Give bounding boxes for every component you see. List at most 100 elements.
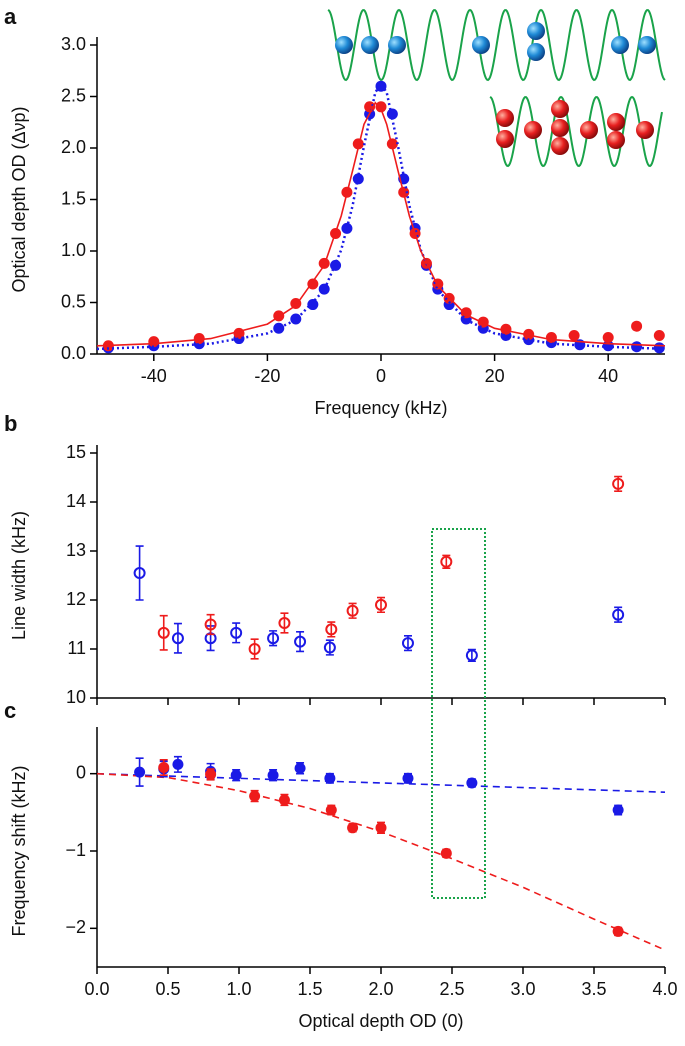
x-tick-label: 1.5 — [297, 979, 322, 999]
y-tick-label: 1.0 — [61, 240, 86, 260]
x-tick-label: 1.0 — [226, 979, 251, 999]
x-tick-label: 4.0 — [652, 979, 677, 999]
data-point — [248, 643, 261, 655]
data-point — [440, 847, 452, 859]
data-point — [290, 313, 302, 325]
data-point — [402, 772, 414, 784]
panel-letter: b — [4, 411, 17, 436]
y-tick-label: −1 — [65, 840, 86, 860]
data-point — [204, 618, 217, 631]
y-tick-label: 15 — [66, 442, 86, 462]
data-point — [346, 604, 359, 617]
atom — [611, 36, 629, 54]
data-point — [375, 598, 387, 611]
panel-letter: a — [4, 4, 17, 29]
data-point — [375, 101, 387, 113]
data-point — [278, 617, 291, 630]
y-tick-label: −2 — [65, 917, 86, 937]
atom — [472, 36, 490, 54]
atom — [551, 119, 569, 137]
x-tick-label: -20 — [254, 366, 280, 386]
error-bar — [296, 631, 305, 653]
data-point — [172, 758, 184, 770]
x-tick-label: 20 — [485, 366, 505, 386]
x-tick-label: -40 — [141, 366, 167, 386]
data-point — [545, 332, 557, 344]
y-axis-label: Line width (kHz) — [9, 511, 29, 640]
atom — [607, 113, 625, 131]
data-point — [401, 637, 414, 650]
atom — [496, 130, 514, 148]
y-tick-label: 0 — [76, 762, 86, 782]
data-point — [171, 632, 184, 645]
error-bar — [173, 622, 182, 654]
fit-line — [96, 772, 666, 951]
data-point — [440, 555, 453, 568]
error-bar — [280, 612, 289, 634]
y-tick-label: 2.0 — [61, 137, 86, 157]
highlight-box — [431, 528, 486, 899]
atom — [551, 100, 569, 118]
error-bar — [232, 622, 241, 644]
data-point — [267, 769, 279, 781]
y-tick-label: 2.5 — [61, 85, 86, 105]
atom — [607, 131, 625, 149]
y-tick-label: 3.0 — [61, 34, 86, 54]
x-tick-label: 0.0 — [84, 979, 109, 999]
data-point — [612, 477, 625, 490]
data-point — [375, 822, 387, 834]
data-point — [631, 320, 643, 332]
data-point — [294, 762, 306, 774]
data-point — [325, 623, 338, 636]
y-tick-label: 10 — [66, 687, 86, 707]
atom — [636, 121, 654, 139]
lattice-potential — [489, 95, 663, 168]
data-point — [157, 626, 170, 639]
error-bar — [250, 638, 259, 660]
data-point — [273, 322, 285, 334]
data-point — [230, 626, 243, 639]
data-point — [230, 769, 242, 781]
data-point — [612, 804, 624, 816]
atom — [496, 109, 514, 127]
data-point — [205, 768, 217, 780]
data-point — [612, 608, 625, 621]
lattice-inset — [327, 8, 666, 168]
data-point — [158, 761, 170, 773]
atom — [335, 36, 353, 54]
fit-line — [96, 81, 666, 351]
data-point — [602, 332, 614, 344]
y-tick-label: 12 — [66, 589, 86, 609]
x-tick-label: 0 — [376, 366, 386, 386]
x-tick-label: 2.0 — [368, 979, 393, 999]
data-point — [568, 329, 580, 341]
data-point — [278, 794, 290, 806]
y-tick-label: 13 — [66, 540, 86, 560]
atom — [638, 36, 656, 54]
data-point — [612, 925, 624, 937]
y-tick-label: 0.5 — [61, 291, 86, 311]
data-point — [249, 790, 261, 802]
data-point — [294, 635, 307, 648]
fit-line — [96, 101, 666, 347]
x-tick-label: 0.5 — [155, 979, 180, 999]
data-point — [323, 641, 336, 654]
x-axis-label: Frequency (kHz) — [314, 398, 447, 418]
y-axis-label: Frequency shift (kHz) — [9, 765, 29, 936]
y-axis-label: Optical depth OD (Δνp) — [9, 106, 29, 292]
atom — [527, 22, 545, 40]
y-tick-label: 0.0 — [61, 343, 86, 363]
data-point — [653, 329, 665, 341]
atom — [388, 36, 406, 54]
data-point — [347, 822, 359, 834]
data-point — [133, 567, 146, 580]
y-tick-label: 11 — [67, 638, 86, 658]
data-point — [500, 323, 512, 335]
data-point — [324, 772, 336, 784]
data-point — [307, 299, 319, 311]
x-axis-label: Optical depth OD (0) — [298, 1011, 463, 1031]
data-point — [465, 649, 478, 662]
data-point — [134, 766, 146, 778]
atom — [580, 121, 598, 139]
